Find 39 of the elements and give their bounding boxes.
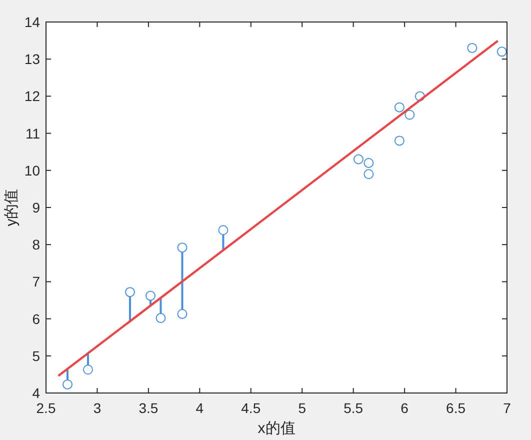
point xyxy=(467,42,478,53)
point xyxy=(156,313,166,324)
x-axis-title: x的值 xyxy=(258,420,296,437)
point xyxy=(496,46,507,57)
x-tick-label: 7 xyxy=(503,400,512,416)
point xyxy=(364,169,374,180)
y-axis-title: y的值 xyxy=(3,188,20,226)
y-tick-label: 6 xyxy=(32,310,40,327)
y-tick-label: 14 xyxy=(24,14,40,30)
point xyxy=(62,379,73,390)
x-tick-label: 6 xyxy=(400,400,409,416)
y-tick-label: 13 xyxy=(24,51,40,68)
x-tick-label: 5.5 xyxy=(344,400,364,416)
point xyxy=(404,110,415,120)
point xyxy=(83,364,93,375)
y-tick-label: 7 xyxy=(32,274,40,290)
x-tick-label: 4 xyxy=(196,400,204,416)
point xyxy=(364,158,374,168)
x-tick-label: 3.5 xyxy=(138,400,158,416)
y-tick-label: 9 xyxy=(32,200,40,216)
y-tick-label: 12 xyxy=(24,88,40,104)
x-tick-label: 3 xyxy=(93,400,102,416)
x-tick-label: 5 xyxy=(298,400,306,416)
y-tick-label: 10 xyxy=(24,162,40,178)
point xyxy=(218,225,228,236)
point xyxy=(394,136,404,146)
point xyxy=(145,290,156,301)
point xyxy=(394,102,404,112)
y-tick-label: 4 xyxy=(32,385,40,401)
y-tick-label: 8 xyxy=(32,236,40,253)
point xyxy=(177,242,188,253)
point xyxy=(353,154,364,164)
point xyxy=(177,308,188,319)
x-tick-label: 2.5 xyxy=(36,400,56,416)
x-tick-label: 4.5 xyxy=(241,400,261,416)
y-tick-label: 5 xyxy=(32,348,40,364)
x-tick-label: 6.5 xyxy=(446,400,466,416)
y-tick-label: 11 xyxy=(25,125,40,142)
point xyxy=(125,287,136,298)
